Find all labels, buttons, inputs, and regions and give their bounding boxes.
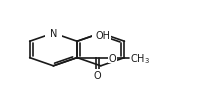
Text: CH$_3$: CH$_3$	[130, 51, 150, 65]
Text: OH: OH	[96, 31, 111, 41]
Text: N: N	[50, 29, 57, 39]
Text: N: N	[97, 29, 104, 39]
Text: O: O	[109, 53, 116, 63]
Text: O: O	[94, 70, 101, 80]
